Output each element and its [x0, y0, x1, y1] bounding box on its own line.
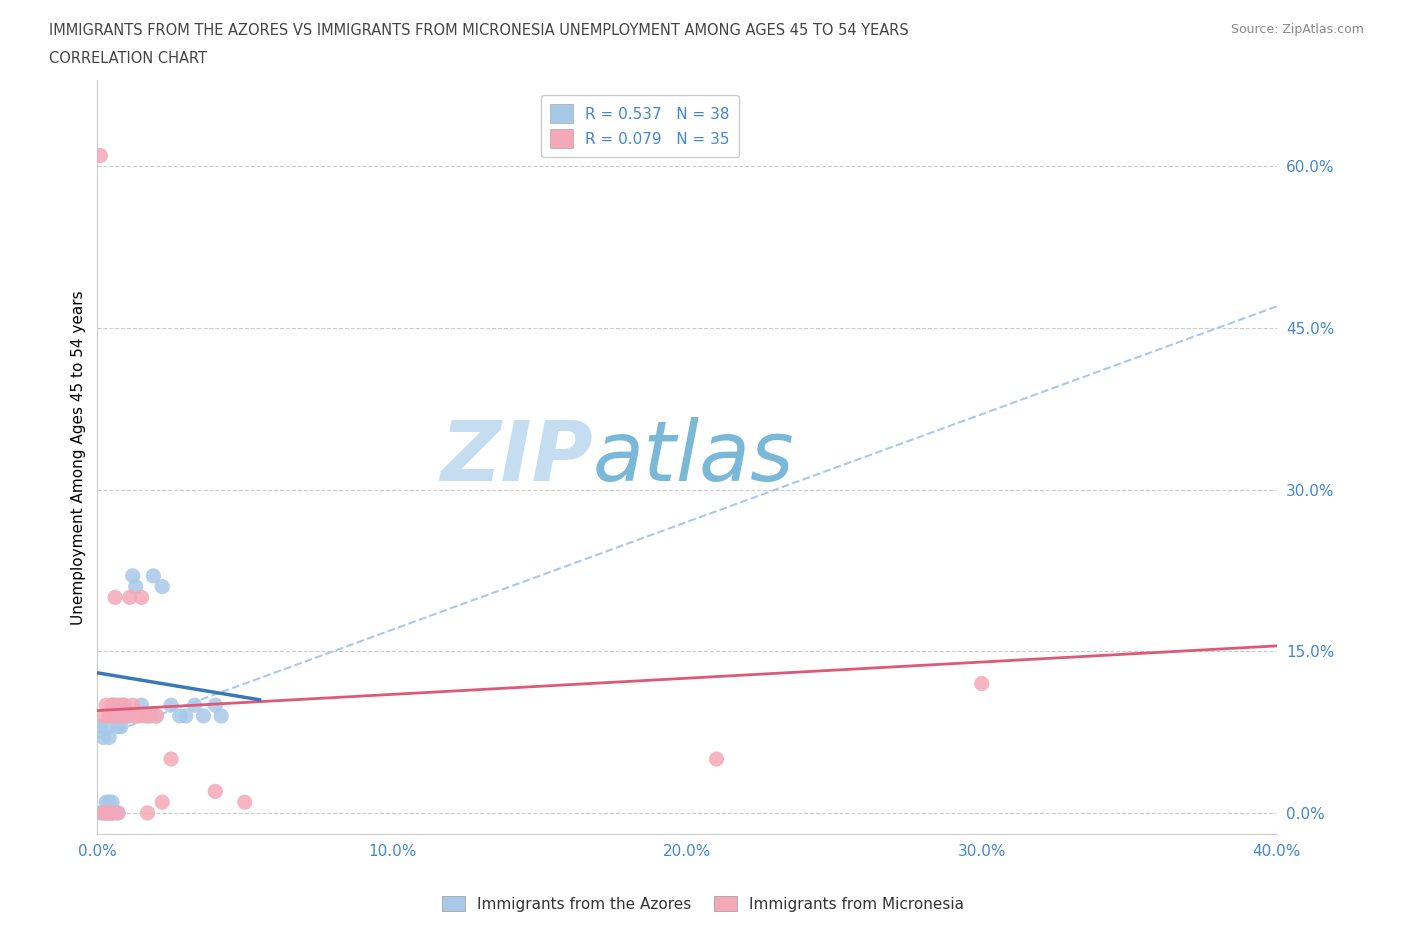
Text: Source: ZipAtlas.com: Source: ZipAtlas.com [1230, 23, 1364, 36]
Point [104, 709, 127, 724]
Point [96, 795, 118, 810]
Point [104, 698, 127, 712]
Point [115, 709, 138, 724]
Point [706, 751, 728, 766]
Point [101, 709, 124, 724]
Point [96, 805, 118, 820]
Point [104, 709, 127, 724]
Point [233, 795, 256, 810]
Point [107, 805, 129, 820]
Point [98, 805, 121, 820]
Y-axis label: Unemployment Among Ages 45 to 54 years: Unemployment Among Ages 45 to 54 years [72, 290, 86, 625]
Point [89, 805, 111, 820]
Point [101, 805, 124, 820]
Point [96, 719, 118, 734]
Point [193, 709, 215, 724]
Point [131, 590, 153, 604]
Point [204, 698, 226, 712]
Point [91, 805, 114, 820]
Point [118, 590, 141, 604]
Point [98, 730, 121, 745]
Point [107, 805, 129, 820]
Text: CORRELATION CHART: CORRELATION CHART [49, 51, 207, 66]
Point [110, 719, 132, 734]
Point [183, 698, 205, 712]
Point [96, 805, 118, 820]
Point [150, 579, 173, 594]
Point [91, 709, 114, 724]
Point [101, 795, 124, 810]
Point [136, 709, 159, 724]
Point [131, 698, 153, 712]
Point [98, 805, 121, 820]
Point [174, 709, 197, 724]
Point [98, 709, 121, 724]
Point [970, 676, 993, 691]
Point [139, 709, 162, 724]
Point [160, 698, 183, 712]
Point [91, 805, 114, 820]
Point [104, 805, 127, 820]
Point [134, 709, 156, 724]
Point [209, 709, 232, 724]
Text: atlas: atlas [592, 417, 794, 498]
Legend: Immigrants from the Azores, Immigrants from Micronesia: Immigrants from the Azores, Immigrants f… [436, 889, 970, 918]
Point [121, 698, 143, 712]
Point [115, 709, 138, 724]
Point [89, 719, 111, 734]
Point [204, 784, 226, 799]
Point [110, 698, 132, 712]
Text: ZIP: ZIP [440, 417, 592, 498]
Text: IMMIGRANTS FROM THE AZORES VS IMMIGRANTS FROM MICRONESIA UNEMPLOYMENT AMONG AGES: IMMIGRANTS FROM THE AZORES VS IMMIGRANTS… [49, 23, 908, 38]
Point [118, 709, 141, 724]
Point [107, 698, 129, 712]
Point [112, 709, 135, 724]
Point [124, 579, 146, 594]
Point [110, 709, 132, 724]
Point [104, 590, 127, 604]
Point [101, 698, 124, 712]
Point [124, 709, 146, 724]
Point [101, 698, 124, 712]
Point [89, 148, 111, 163]
Point [150, 795, 173, 810]
Point [101, 805, 124, 820]
Point [98, 805, 121, 820]
Point [160, 751, 183, 766]
Point [136, 805, 159, 820]
Point [107, 719, 129, 734]
Point [101, 805, 124, 820]
Point [142, 568, 165, 583]
Point [112, 698, 135, 712]
Point [112, 698, 135, 712]
Legend: R = 0.537   N = 38, R = 0.079   N = 35: R = 0.537 N = 38, R = 0.079 N = 35 [541, 95, 738, 157]
Point [169, 709, 191, 724]
Point [121, 568, 143, 583]
Point [128, 709, 150, 724]
Point [96, 805, 118, 820]
Point [145, 709, 167, 724]
Point [145, 709, 167, 724]
Point [98, 795, 121, 810]
Point [96, 698, 118, 712]
Point [91, 730, 114, 745]
